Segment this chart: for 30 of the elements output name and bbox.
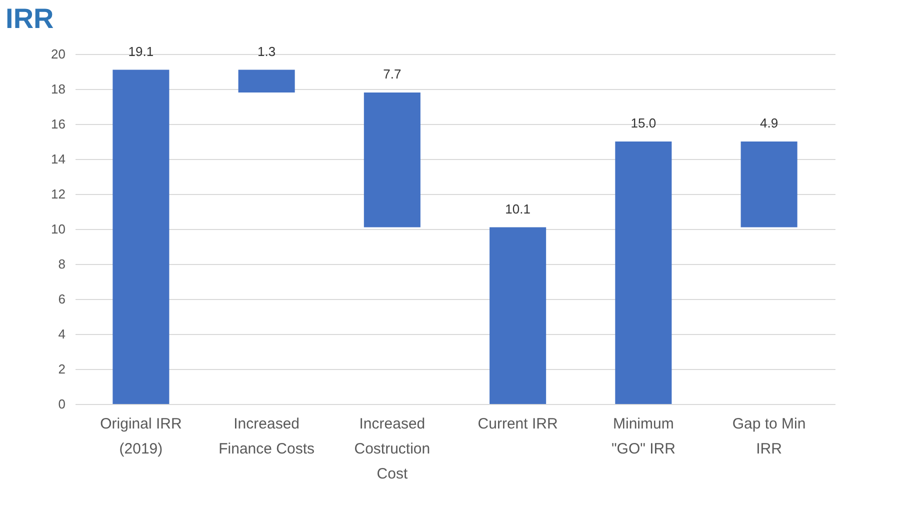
x-tick-label: Increased Finance Costs	[218, 416, 315, 458]
data-label: 1.3	[258, 44, 276, 59]
bar	[364, 92, 420, 228]
x-tick-label: Original IRR (2019)	[100, 416, 182, 458]
data-label: 19.1	[128, 44, 154, 59]
bar	[490, 227, 546, 404]
y-tick-label: 8	[58, 256, 66, 272]
data-label: 15.0	[630, 116, 656, 130]
data-label: 10.1	[505, 201, 530, 216]
data-label: 7.7	[383, 66, 402, 82]
y-tick-label: 0	[58, 396, 66, 412]
y-tick-label: 6	[58, 292, 66, 306]
bar	[615, 142, 672, 404]
bar	[740, 142, 798, 228]
y-tick-label: 4	[58, 326, 66, 342]
y-tick-label: 20	[51, 46, 66, 62]
y-tick-label: 10	[51, 222, 66, 236]
y-tick-label: 2	[58, 362, 66, 376]
data-label: 4.9	[760, 116, 778, 130]
y-tick-label: 12	[51, 186, 66, 202]
y-tick-label: 14	[51, 152, 66, 166]
x-tick-label: Current IRR	[478, 416, 558, 432]
chart-title: IRR	[6, 2, 54, 34]
x-tick-label: Gap to Min IRR	[732, 416, 806, 458]
bar	[112, 70, 170, 404]
x-tick-label: Minimum "GO" IRR	[611, 416, 676, 458]
bar	[238, 70, 295, 92]
y-tick-label: 18	[51, 82, 66, 96]
y-tick-label: 16	[51, 116, 66, 132]
x-tick-label: Increased Costruction Cost	[354, 416, 430, 482]
